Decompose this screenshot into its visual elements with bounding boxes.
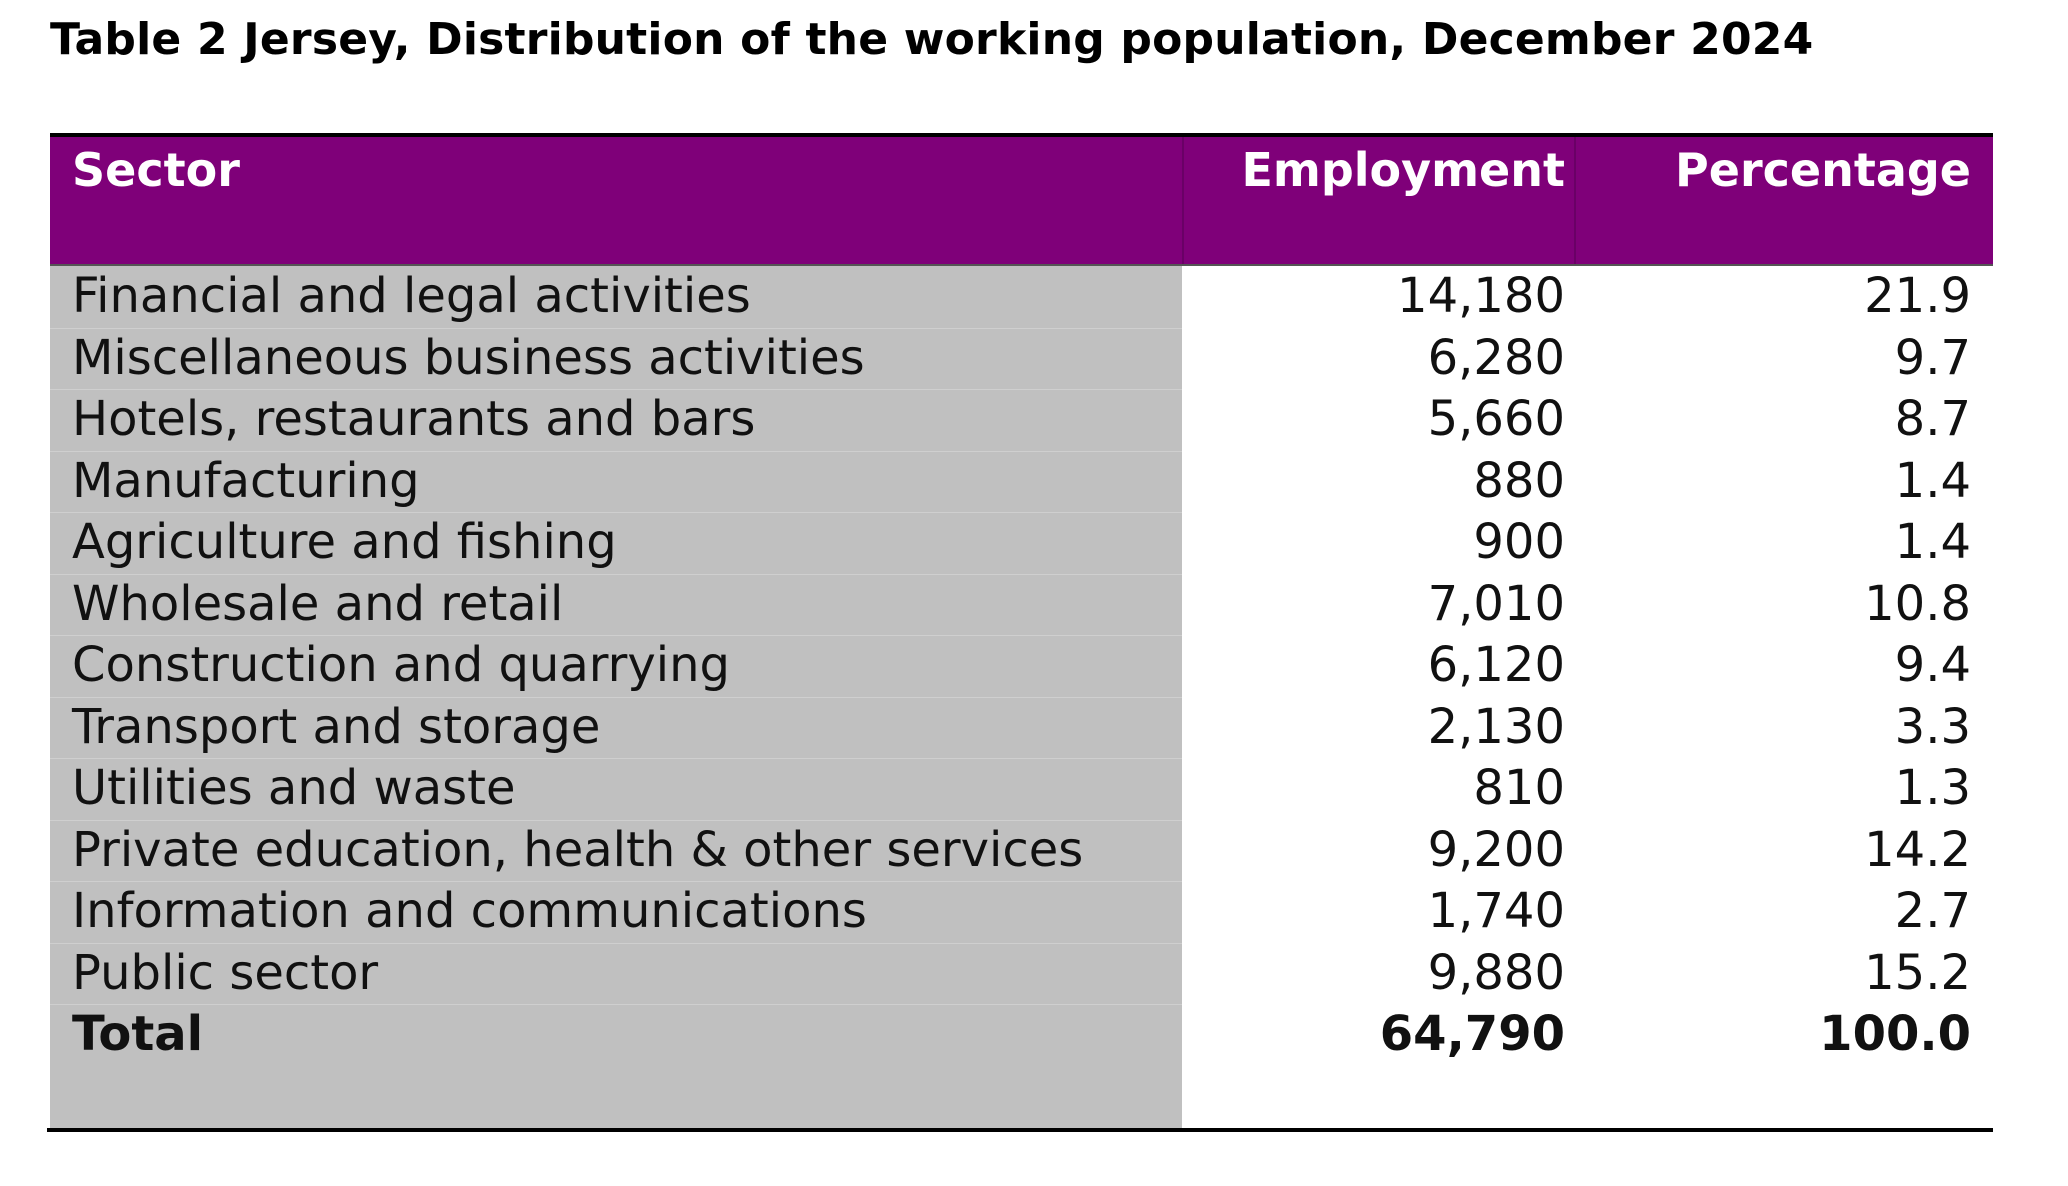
employment-cell: 880 (1473, 452, 1565, 509)
row-separator (50, 327, 1182, 329)
employment-cell: 14,180 (1397, 268, 1565, 324)
employment-cell: 810 (1473, 760, 1565, 816)
table-title: Table 2 Jersey, Distribution of the work… (50, 14, 1814, 65)
table-row: Information and communications 1,740 2.7 (50, 881, 1993, 943)
row-separator (50, 389, 1182, 390)
header-percentage: Percentage (1675, 143, 1971, 197)
total-percentage: 100.0 (1819, 1006, 1971, 1062)
percentage-cell: 1.4 (1894, 452, 1971, 509)
percentage-cell: 9.7 (1894, 329, 1971, 386)
sector-cell: Public sector (72, 944, 379, 1001)
percentage-cell: 1.4 (1894, 514, 1971, 570)
employment-cell: 900 (1473, 514, 1565, 570)
row-separator (50, 942, 1182, 944)
percentage-cell: 8.7 (1894, 391, 1971, 447)
total-employment: 64,790 (1379, 1006, 1565, 1062)
bottom-rule (47, 1128, 1993, 1132)
table-row: Private education, health & other servic… (50, 820, 1993, 882)
table-row: Construction and quarrying 6,120 9.4 (50, 635, 1993, 697)
employment-cell: 2,130 (1427, 698, 1565, 755)
header-sector: Sector (72, 143, 240, 197)
table-row: Manufacturing 880 1.4 (50, 451, 1993, 513)
row-separator (50, 635, 1182, 636)
table-row: Transport and storage 2,130 3.3 (50, 697, 1993, 759)
employment-cell: 6,280 (1427, 329, 1565, 386)
sector-cell: Private education, health & other servic… (72, 821, 1084, 878)
percentage-cell: 9.4 (1894, 637, 1971, 693)
sector-cell: Construction and quarrying (72, 637, 731, 693)
table-row: Hotels, restaurants and bars 5,660 8.7 (50, 389, 1993, 451)
row-separator (50, 696, 1182, 698)
table-header: Sector Employment Percentage (50, 137, 1993, 264)
sector-cell: Miscellaneous business activities (72, 329, 865, 386)
percentage-cell: 1.3 (1894, 760, 1971, 816)
table-row: Miscellaneous business activities 6,280 9.… (50, 328, 1993, 390)
employment-cell: 1,740 (1427, 883, 1565, 939)
header-underline (50, 264, 1993, 266)
table-row: Agriculture and fishing 900 1.4 (50, 512, 1993, 574)
table-row: Utilities and waste 810 1.3 (50, 758, 1993, 820)
percentage-cell: 3.3 (1894, 698, 1971, 755)
employment-table: Sector Employment Percentage Financial a… (47, 133, 1993, 1132)
sector-cell: Wholesale and retail (72, 575, 564, 632)
employment-cell: 9,200 (1427, 821, 1565, 878)
row-separator (50, 512, 1182, 513)
sector-cell: Financial and legal activities (72, 268, 751, 324)
percentage-cell: 10.8 (1864, 575, 1971, 632)
employment-cell: 5,660 (1427, 391, 1565, 447)
percentage-cell: 14.2 (1864, 821, 1971, 878)
percentage-cell: 15.2 (1864, 944, 1971, 1001)
row-separator (50, 819, 1182, 821)
sector-cell: Transport and storage (72, 698, 601, 755)
employment-cell: 9,880 (1427, 944, 1565, 1001)
row-separator (50, 450, 1182, 452)
table-row: Public sector 9,880 15.2 (50, 943, 1993, 1005)
header-employment: Employment (1241, 143, 1565, 197)
top-rule (50, 133, 1993, 137)
header-column-divider (1182, 137, 1184, 264)
total-label: Total (72, 1006, 204, 1062)
sector-cell: Hotels, restaurants and bars (72, 391, 756, 447)
percentage-cell: 21.9 (1864, 268, 1971, 324)
row-separator (50, 758, 1182, 759)
table-row: Wholesale and retail 7,010 10.8 (50, 574, 1993, 636)
table-body: Financial and legal activities 14,180 21.9… (50, 266, 1993, 1066)
sector-cell: Information and communications (72, 883, 867, 939)
row-separator (50, 573, 1182, 575)
header-column-divider (1574, 137, 1576, 264)
employment-cell: 7,010 (1427, 575, 1565, 632)
sector-cell: Utilities and waste (72, 760, 516, 816)
sector-cell: Manufacturing (72, 452, 420, 509)
row-separator (50, 881, 1182, 882)
row-separator (50, 1004, 1182, 1005)
total-row: Total 64,790 100.0 (50, 1004, 1993, 1066)
employment-cell: 6,120 (1427, 637, 1565, 693)
table-row: Financial and legal activities 14,180 21.9 (50, 266, 1993, 328)
sector-cell: Agriculture and fishing (72, 514, 617, 570)
percentage-cell: 2.7 (1894, 883, 1971, 939)
